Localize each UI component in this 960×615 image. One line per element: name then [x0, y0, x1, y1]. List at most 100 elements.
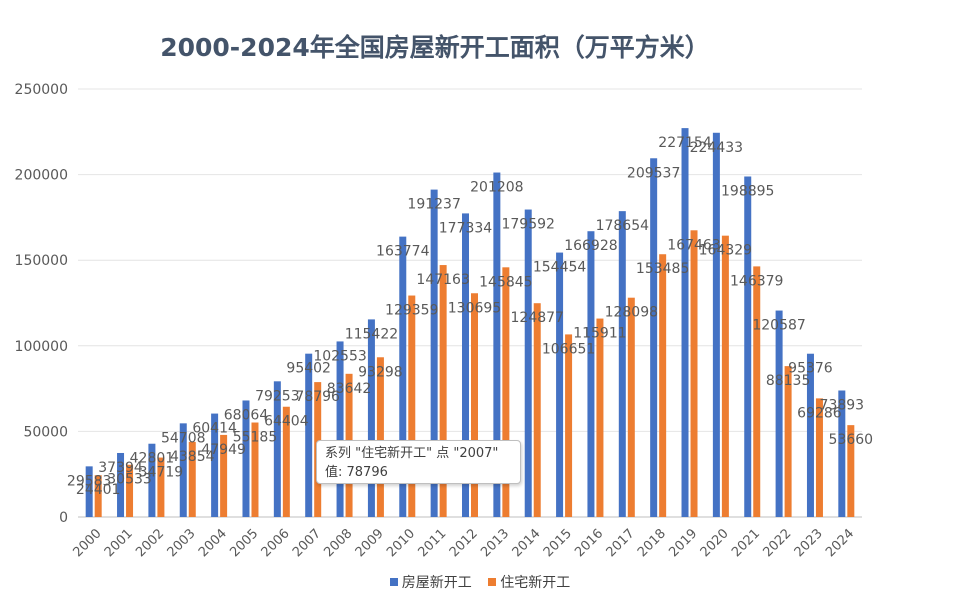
data-label: 106651 [542, 341, 595, 357]
bar-housing [399, 236, 407, 518]
data-label: 164329 [699, 243, 752, 259]
data-label: 147163 [416, 272, 469, 288]
data-label: 145845 [479, 274, 532, 290]
bar-residential [753, 266, 761, 517]
bar-housing [336, 341, 344, 517]
bar-residential [408, 295, 416, 517]
bar-residential [126, 464, 134, 517]
data-label: 201208 [470, 180, 523, 196]
bar-housing [179, 423, 187, 517]
data-label: 154454 [533, 260, 587, 276]
y-tick-label: 150000 [15, 253, 68, 269]
y-tick-label: 0 [59, 510, 68, 526]
x-tick-label: 2016 [572, 526, 606, 560]
data-label: 102553 [313, 348, 366, 364]
data-label: 29583 [67, 473, 112, 489]
data-label: 83642 [327, 381, 372, 397]
data-label: 64404 [264, 414, 309, 430]
bar-housing [367, 319, 375, 517]
data-label: 53660 [829, 432, 874, 448]
bar-residential [815, 398, 823, 517]
data-label: 198895 [721, 183, 774, 199]
data-label: 95376 [788, 361, 833, 377]
x-tick-label: 2004 [196, 526, 230, 560]
bar-residential [721, 235, 729, 517]
data-label: 146379 [730, 273, 783, 289]
data-label: 88135 [766, 373, 811, 389]
data-label: 68064 [224, 407, 269, 423]
legend-item-series-1[interactable]: 住宅新开工 [488, 572, 570, 592]
x-tick-label: 2010 [384, 526, 418, 560]
bar-housing [493, 172, 501, 517]
x-tick-label: 2009 [353, 526, 387, 560]
data-label: 43854 [170, 449, 215, 465]
x-tick-label: 2017 [604, 526, 638, 560]
data-label: 93298 [358, 364, 403, 380]
tooltip-value-line: 值: 78796 [325, 465, 388, 480]
bar-residential [439, 265, 447, 517]
x-tick-label: 2006 [259, 526, 293, 560]
data-label: 30533 [107, 472, 152, 488]
bar-residential [251, 422, 259, 517]
x-tick-label: 2007 [290, 526, 324, 560]
legend: 房屋新开工 住宅新开工 [0, 572, 960, 592]
bar-housing [744, 176, 752, 517]
bar-residential [784, 366, 792, 517]
legend-item-series-0[interactable]: 房屋新开工 [389, 572, 472, 592]
tooltip-series-line: 系列 "住宅新开工" 点 "2007" [325, 446, 499, 461]
y-tick-label: 200000 [15, 168, 68, 184]
data-label: 95402 [286, 361, 331, 377]
bar-housing [462, 213, 469, 518]
bar-housing [587, 231, 595, 517]
x-tick-label: 2005 [227, 526, 261, 560]
x-tick-label: 2024 [823, 526, 857, 560]
data-label: 60414 [192, 421, 237, 437]
data-label: 177334 [439, 220, 493, 236]
bar-residential [376, 357, 384, 517]
y-tick-label: 100000 [15, 339, 68, 355]
data-label: 178654 [596, 218, 650, 234]
bar-housing [806, 353, 814, 517]
x-tick-label: 2022 [760, 526, 794, 560]
data-label: 78796 [295, 389, 340, 405]
data-label: 69286 [797, 405, 842, 421]
x-tick-label: 2023 [792, 526, 826, 560]
legend-label-series-0: 房屋新开工 [401, 575, 472, 591]
data-label: 115422 [345, 326, 398, 342]
bar-housing [211, 413, 219, 517]
x-tick-label: 2021 [729, 526, 763, 560]
data-label: 227154 [658, 135, 712, 151]
y-tick-label: 250000 [15, 82, 68, 98]
data-label: 34719 [139, 465, 184, 481]
data-label: 54708 [161, 430, 206, 446]
bar-residential [627, 297, 635, 517]
data-label: 224433 [690, 140, 743, 156]
bar-housing [117, 452, 125, 517]
x-tick-label: 2020 [698, 526, 732, 560]
chart-title: 2000-2024年全国房屋新开工面积（万平方米） [160, 33, 710, 62]
x-tick-label: 2019 [666, 526, 700, 560]
data-label: 55185 [233, 430, 278, 446]
bar-housing [524, 209, 532, 517]
bar-housing [242, 400, 250, 517]
bar-residential [690, 230, 698, 517]
x-tick-label: 2015 [541, 526, 575, 560]
bar-residential [847, 425, 855, 517]
data-label: 24401 [76, 482, 121, 498]
bar-housing [775, 310, 783, 517]
x-tick-label: 2013 [478, 526, 512, 560]
data-label: 153485 [636, 261, 689, 277]
x-tick-label: 2002 [133, 526, 167, 560]
bar-housing [148, 443, 156, 517]
bar-housing [838, 390, 846, 517]
bar-residential [94, 475, 102, 517]
legend-swatch-series-0 [389, 578, 398, 586]
x-tick-label: 2018 [635, 526, 669, 560]
bar-residential [502, 267, 510, 517]
bar-housing [712, 132, 720, 518]
data-label: 179592 [501, 217, 554, 233]
bar-housing [273, 381, 281, 517]
x-tick-label: 2012 [447, 526, 481, 560]
data-label: 73893 [820, 397, 865, 413]
data-label: 128098 [605, 305, 658, 321]
